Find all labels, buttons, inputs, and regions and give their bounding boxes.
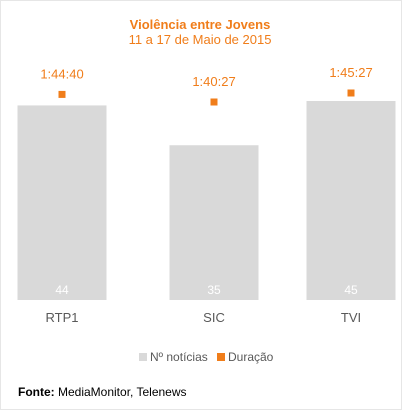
category-label-rtp1: RTP1 [46,310,79,325]
source-label: Fonte: [18,385,55,399]
bar-sic [169,145,259,300]
duration-marker-rtp1 [58,90,66,98]
bar-rtp1 [17,105,107,300]
duration-marker-tvi [347,89,355,97]
duration-marker-sic [210,98,218,106]
legend: Nº notícias Duração [139,350,274,364]
bar-value-tvi: 45 [344,283,358,297]
source-note: Fonte: MediaMonitor, Telenews [18,385,187,399]
legend-swatch-noticias [139,353,147,361]
duration-label-sic: 1:40:27 [192,74,235,89]
category-label-sic: SIC [203,310,225,325]
chart-title: Violência entre Jovens [130,17,271,32]
plot-area: 44 1:44:40 RTP1 35 1:40:27 SIC 45 1:45:27 TVI [17,65,396,325]
legend-swatch-duracao [217,353,225,361]
bar-tvi [306,101,396,300]
duration-label-tvi: 1:45:27 [329,65,372,80]
duration-label-rtp1: 1:44:40 [40,66,83,81]
chart-subtitle: 11 a 17 de Maio de 2015 [129,32,272,47]
legend-label-duracao: Duração [228,350,274,364]
bar-value-rtp1: 44 [55,283,69,297]
category-label-tvi: TVI [341,310,361,325]
source-text: MediaMonitor, Telenews [54,385,187,399]
bar-value-sic: 35 [207,283,221,297]
legend-label-noticias: Nº notícias [150,350,208,364]
